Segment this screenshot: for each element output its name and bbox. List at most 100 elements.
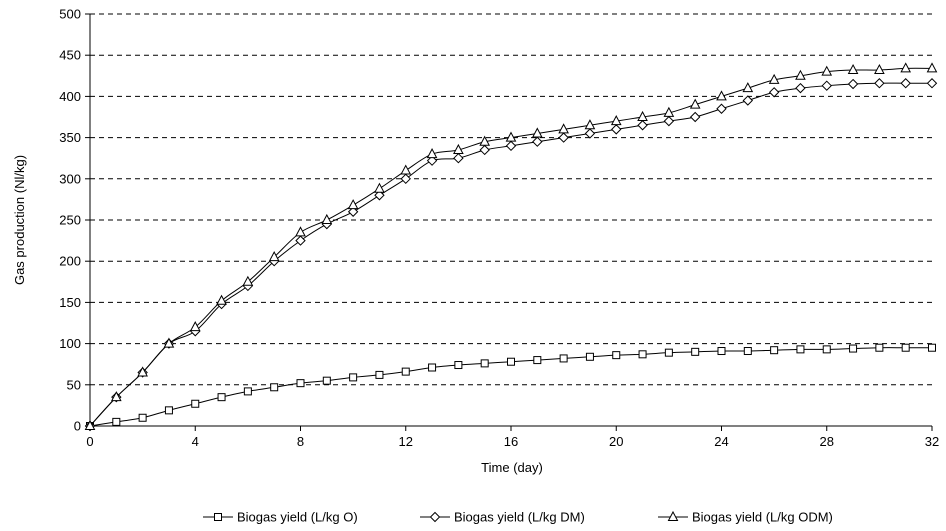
data-point <box>795 69 806 80</box>
data-point <box>137 366 148 377</box>
data-point <box>612 351 621 360</box>
legend-item: Biogas yield (L/kg O) <box>203 510 358 525</box>
series-diamond <box>84 78 938 432</box>
y-tick-label: 100 <box>59 336 81 351</box>
data-point <box>691 347 700 356</box>
y-tick-label: 150 <box>59 295 81 310</box>
data-point <box>268 251 280 262</box>
x-tick-label: 20 <box>609 434 623 449</box>
y-tick-label: 400 <box>59 89 81 104</box>
data-point <box>533 356 542 365</box>
data-point <box>426 155 438 166</box>
data-point <box>347 206 359 217</box>
legend-marker-square-icon <box>214 513 222 521</box>
data-point <box>847 78 859 90</box>
data-point <box>847 63 859 75</box>
data-point <box>585 352 594 361</box>
data-point <box>374 182 385 193</box>
data-point <box>559 354 568 363</box>
data-point <box>164 406 173 415</box>
data-point <box>426 148 438 159</box>
data-point <box>189 321 201 332</box>
legend-label: Biogas yield (L/kg O) <box>237 510 358 525</box>
data-point <box>926 78 938 89</box>
data-point <box>296 379 305 388</box>
data-point <box>900 78 911 89</box>
data-point <box>742 95 754 106</box>
data-point <box>768 87 780 98</box>
data-point <box>795 82 806 94</box>
data-point <box>821 80 832 91</box>
series-triangle <box>84 62 938 430</box>
y-tick-label: 0 <box>74 419 81 434</box>
legend: Biogas yield (L/kg O) Biogas yield (L/kg … <box>203 510 833 525</box>
data-point <box>875 343 884 352</box>
data-point <box>928 343 936 352</box>
data-point <box>716 90 727 101</box>
data-point <box>664 348 673 357</box>
data-point <box>322 376 331 385</box>
data-point <box>822 345 831 354</box>
data-point <box>926 62 938 73</box>
data-point <box>84 419 96 430</box>
data-point <box>507 357 515 366</box>
data-point <box>400 173 411 185</box>
legend-marker-diamond-icon <box>429 511 441 523</box>
data-point <box>558 123 569 134</box>
x-tick-label: 32 <box>925 434 939 449</box>
legend-label: Biogas yield (L/kg ODM) <box>692 510 833 525</box>
data-point <box>242 275 254 286</box>
data-point <box>217 393 226 402</box>
data-point <box>347 199 359 210</box>
data-point <box>689 98 701 109</box>
data-point <box>505 131 517 142</box>
data-point <box>243 387 252 396</box>
x-tick-labels: 0 4 8 12 16 20 24 28 32 <box>86 434 939 449</box>
data-point <box>401 367 410 376</box>
data-point <box>874 78 885 89</box>
data-point <box>638 350 647 359</box>
data-point <box>191 399 200 408</box>
x-tick-label: 8 <box>297 434 304 449</box>
legend-item: Biogas yield (L/kg ODM) <box>658 510 833 525</box>
data-point <box>349 373 358 382</box>
x-tick-label: 12 <box>399 434 413 449</box>
data-point <box>768 73 780 84</box>
data-point <box>637 110 648 121</box>
series-line <box>89 67 933 427</box>
data-point <box>110 391 122 402</box>
axes <box>85 13 933 431</box>
y-tick-label: 300 <box>59 171 81 186</box>
y-tick-label: 200 <box>59 254 81 269</box>
legend-label: Biogas yield (L/kg DM) <box>454 510 585 525</box>
data-point <box>479 135 491 146</box>
data-point <box>453 152 464 164</box>
data-point <box>374 190 385 201</box>
x-tick-label: 24 <box>714 434 728 449</box>
data-point <box>112 417 121 426</box>
x-axis-title: Time (day) <box>481 460 543 475</box>
data-point <box>295 226 306 237</box>
data-point <box>532 136 543 147</box>
x-tick-label: 0 <box>86 434 93 449</box>
data-point <box>689 111 701 123</box>
data-point <box>531 127 543 138</box>
data-point <box>400 164 412 175</box>
x-tick-label: 16 <box>504 434 518 449</box>
data-point <box>742 82 754 93</box>
data-point <box>610 115 622 126</box>
grid-lines <box>90 13 932 386</box>
data-point <box>558 132 569 143</box>
data-point <box>454 361 463 370</box>
series-lines <box>84 62 938 432</box>
legend-item: Biogas yield (L/kg DM) <box>420 510 585 525</box>
data-point <box>663 106 675 117</box>
y-tick-label: 350 <box>59 130 81 145</box>
data-point <box>796 345 805 354</box>
data-point <box>505 140 517 152</box>
data-point <box>163 337 175 348</box>
data-point <box>821 65 833 76</box>
y-axis-title: Gas production (Nl/kg) <box>12 155 27 285</box>
